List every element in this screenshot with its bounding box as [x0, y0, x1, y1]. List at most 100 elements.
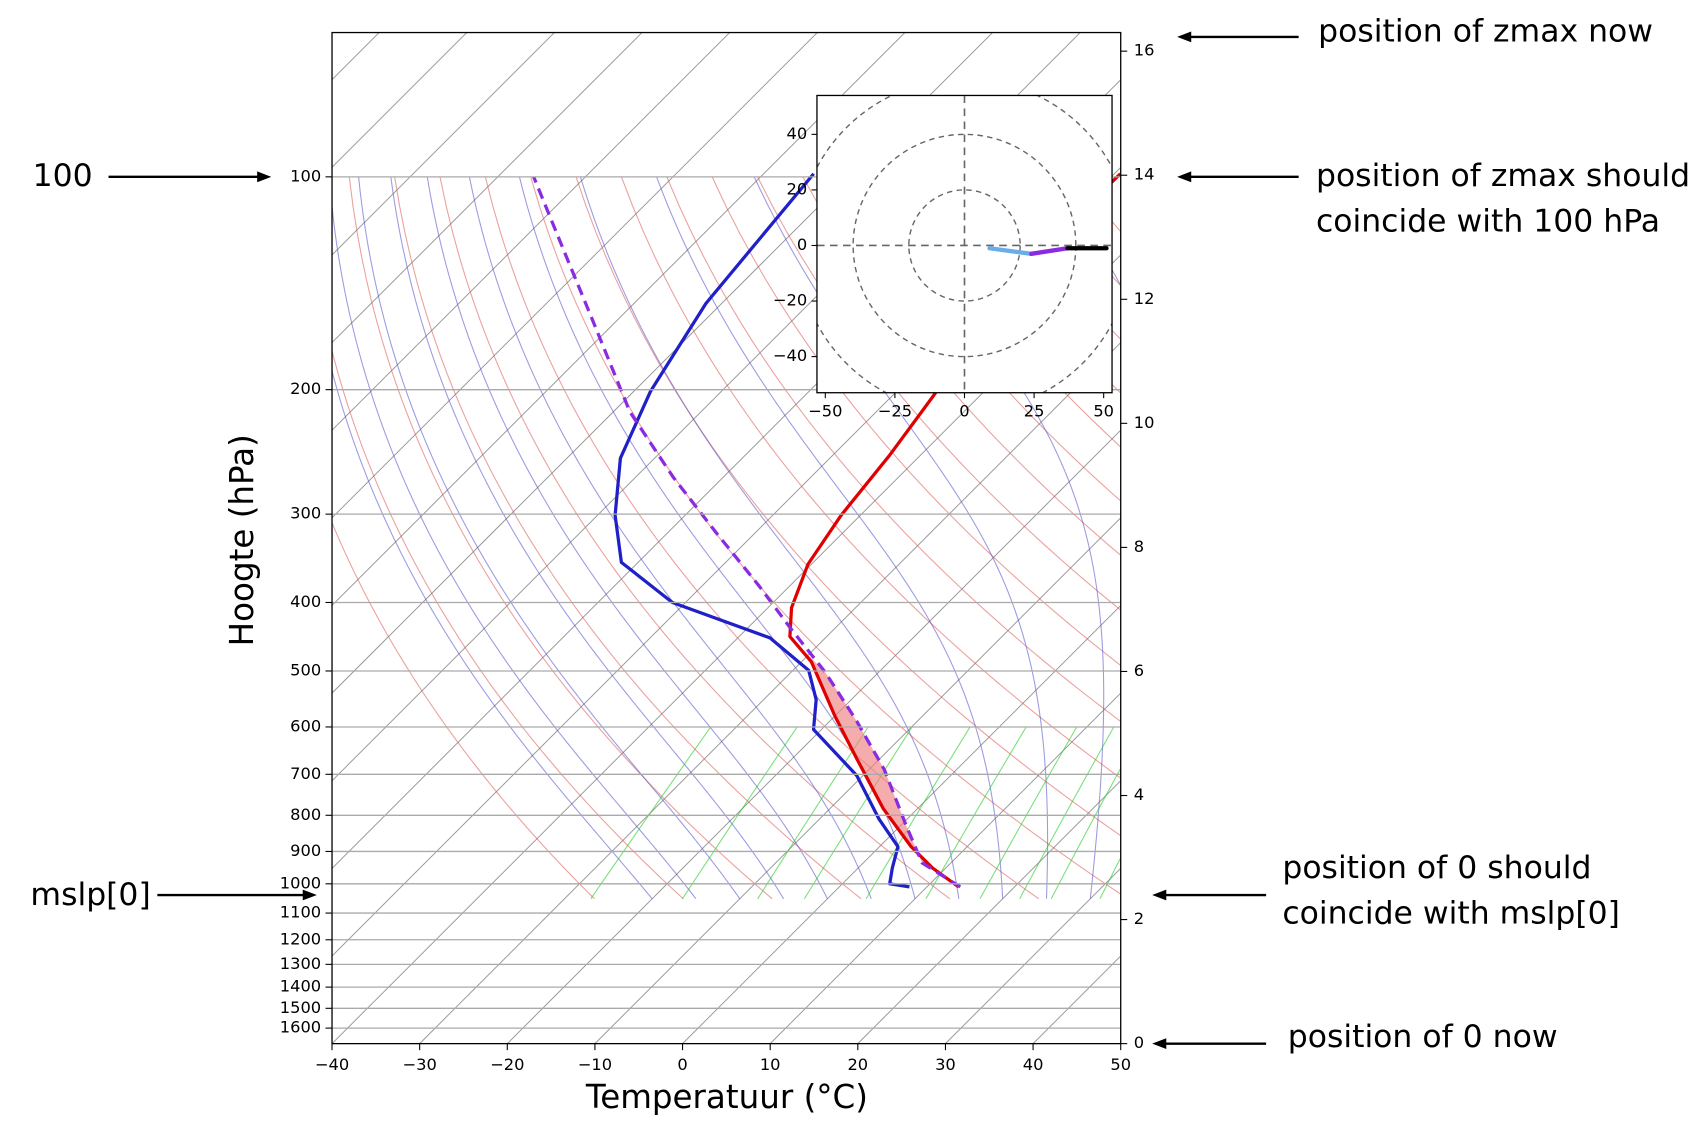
isotherm	[332, 32, 643, 344]
arrow-head	[1177, 31, 1192, 43]
isotherm	[419, 341, 1121, 1044]
hodograph-ring	[852, 133, 1077, 358]
moist-adiabat	[882, 176, 1105, 899]
y2-tick-label: 12	[1134, 289, 1155, 308]
y-tick-label: 1500	[280, 998, 321, 1017]
mixing-ratio-line	[681, 726, 798, 900]
y-tick-label: 600	[290, 716, 321, 735]
inset-area	[816, 95, 1113, 393]
arrow-head	[257, 171, 272, 183]
y-tick-label: 1000	[280, 873, 321, 892]
x-tick-label: 0	[677, 1055, 687, 1074]
inset-y-tick-label: 40	[786, 124, 807, 143]
inset-x-tick-label: −50	[808, 402, 842, 421]
y-tick-label: 1300	[280, 954, 321, 973]
isotherm	[857, 780, 1121, 1044]
mixing-ratio-line	[803, 726, 913, 900]
x-tick-label: −40	[315, 1055, 349, 1074]
arrow-head	[1152, 889, 1167, 901]
y-tick-label: 1100	[280, 903, 321, 922]
isotherm	[945, 867, 1121, 1044]
annotation-text: coincide with 100 hPa	[1316, 203, 1660, 239]
dry-adiabat	[332, 348, 684, 900]
dry-adiabat	[332, 521, 595, 900]
y-tick-label: 100	[290, 166, 321, 185]
moist-adiabat	[468, 176, 872, 899]
dry-adiabat	[530, 176, 1121, 895]
isotherm	[682, 604, 1121, 1044]
hodograph-segment	[1029, 246, 1070, 256]
y2-tick-label: 8	[1134, 537, 1144, 556]
annotation-text: position of 0 now	[1288, 1019, 1558, 1055]
y2-tick-label: 10	[1134, 413, 1155, 432]
dry-adiabat	[666, 176, 1121, 723]
dry-adiabat	[575, 176, 1121, 837]
y-tick-label: 900	[290, 841, 321, 860]
x-tick-label: 40	[1023, 1055, 1044, 1074]
moist-adiabat	[579, 176, 960, 899]
inset-y-tick-label: 20	[786, 179, 807, 198]
annotation-text: mslp[0]	[30, 877, 150, 913]
isotherm	[332, 32, 555, 256]
dry-adiabat	[394, 176, 862, 900]
y-tick-label: 1200	[280, 929, 321, 948]
inset-y-tick-label: −20	[773, 291, 807, 310]
isotherm	[332, 32, 906, 607]
x-tick-label: 50	[1110, 1055, 1131, 1074]
y2-tick-label: 6	[1134, 661, 1144, 680]
inset-x-tick-label: 25	[1024, 402, 1045, 421]
isotherm	[332, 32, 818, 519]
moist-adiabat	[332, 368, 653, 900]
dry-adiabat	[802, 176, 1121, 557]
arrow-head	[1177, 171, 1192, 183]
inset-x-tick-label: 0	[959, 402, 969, 421]
y-tick-label: 1400	[280, 977, 321, 996]
annotation-text: position of 0 should	[1282, 850, 1591, 886]
y-tick-label: 800	[290, 805, 321, 824]
mixing-ratio-line	[979, 726, 1078, 900]
annotation-text: position of zmax now	[1318, 14, 1653, 50]
y-tick-label: 700	[290, 764, 321, 783]
dry-adiabat	[711, 176, 1121, 667]
inset-x-tick-label: −25	[878, 402, 912, 421]
y2-tick-label: 16	[1134, 41, 1155, 60]
x-tick-label: −10	[578, 1055, 612, 1074]
annotation-text: position of zmax should	[1316, 158, 1690, 194]
plot-frame	[331, 31, 1122, 1045]
y-axis-label: Hoogte (hPa)	[223, 434, 261, 646]
moist-adiabat	[426, 176, 828, 900]
arrow-head	[302, 889, 317, 901]
isotherm	[506, 429, 1121, 1044]
dry-adiabat	[484, 176, 1040, 900]
isotherm	[332, 254, 1121, 1044]
y-tick-label: 200	[290, 379, 321, 398]
annotation-text: 100	[33, 158, 93, 194]
arrow-head	[1152, 1038, 1167, 1050]
hodograph-segment	[987, 246, 1034, 256]
y-tick-label: 500	[290, 660, 321, 679]
inset-y-tick-label: 0	[797, 235, 807, 254]
profile-line	[788, 172, 1121, 889]
moist-adiabat	[753, 176, 1049, 899]
y-tick-label: 400	[290, 592, 321, 611]
mixing-ratio-line	[1099, 856, 1121, 900]
mixing-ratio-line	[1050, 767, 1121, 900]
x-tick-label: −30	[402, 1055, 436, 1074]
moist-adiabat	[518, 176, 916, 899]
dry-adiabat	[757, 176, 1121, 611]
inset-y-tick-label: −40	[773, 346, 807, 365]
annotation-text: coincide with mslp[0]	[1282, 896, 1620, 932]
dry-adiabat	[439, 176, 951, 900]
moist-adiabat	[390, 176, 785, 900]
y2-tick-label: 2	[1134, 909, 1144, 928]
x-axis-label: Temperatuur (°C)	[585, 1078, 868, 1116]
mixing-ratio-line	[865, 726, 971, 900]
y2-tick-label: 0	[1134, 1033, 1144, 1052]
moist-adiabat	[332, 201, 697, 900]
isotherm	[332, 32, 731, 431]
moist-adiabat	[656, 176, 1004, 899]
y2-tick-label: 14	[1134, 165, 1155, 184]
dry-adiabat	[620, 176, 1121, 779]
mixing-ratio-line	[1019, 726, 1115, 900]
